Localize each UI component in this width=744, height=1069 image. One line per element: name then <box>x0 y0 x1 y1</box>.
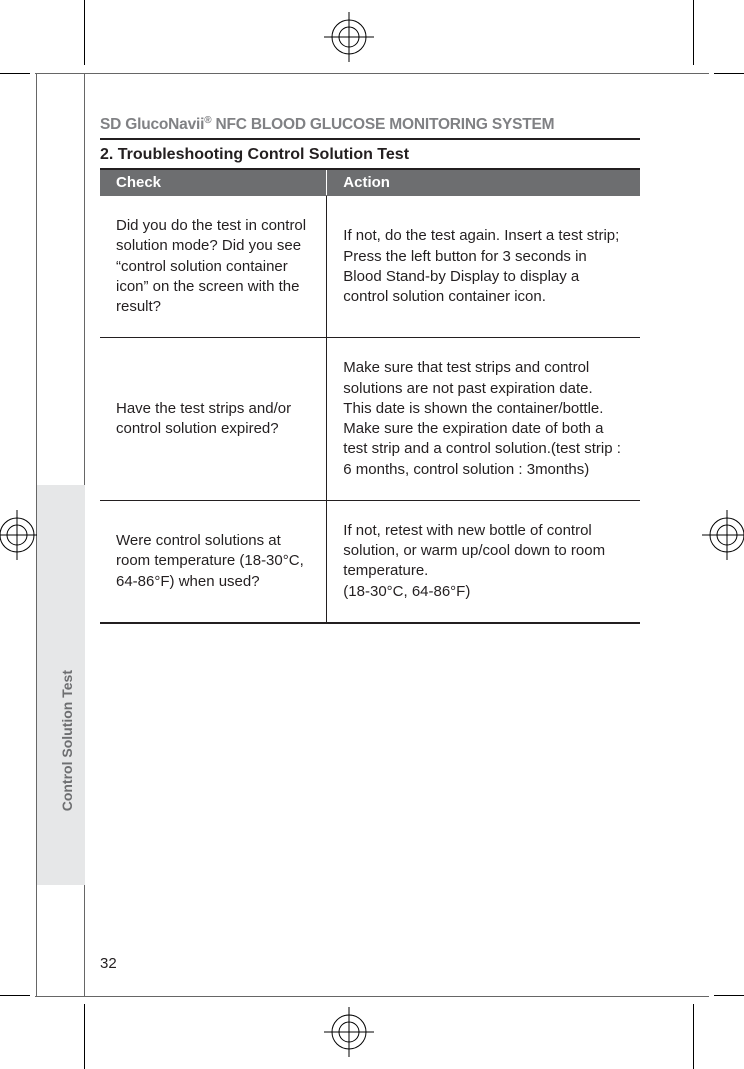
cell-check: Did you do the test in control solution … <box>100 196 327 338</box>
side-tab-label: Control Solution Test <box>59 670 75 870</box>
table-header-action: Action <box>327 169 640 196</box>
crop-mark <box>84 0 85 65</box>
table-row: Did you do the test in control solution … <box>100 196 640 338</box>
crop-mark <box>0 73 30 74</box>
table-header-check: Check <box>100 169 327 196</box>
crop-mark <box>84 1004 85 1069</box>
trim-line <box>35 996 709 997</box>
registration-mark-icon <box>702 510 744 560</box>
cell-action: If not, do the test again. Insert a test… <box>327 196 640 338</box>
section-heading: 2. Troubleshooting Control Solution Test <box>100 146 640 164</box>
crop-mark <box>693 1004 694 1069</box>
cell-check: Were control solutions at room temperatu… <box>100 500 327 623</box>
registration-mark-icon <box>0 510 42 560</box>
crop-mark <box>714 995 744 996</box>
page-number: 32 <box>100 955 117 972</box>
troubleshooting-table: Check Action Did you do the test in cont… <box>100 168 640 624</box>
table-row: Were control solutions at room temperatu… <box>100 500 640 623</box>
crop-mark <box>693 0 694 65</box>
cell-action: Make sure that test strips and control s… <box>327 338 640 501</box>
registration-mark-icon <box>324 1007 374 1057</box>
cell-action: If not, retest with new bottle of contro… <box>327 500 640 623</box>
header-rule <box>100 138 640 140</box>
crop-mark <box>0 995 30 996</box>
product-header: SD GlucoNavii® NFC BLOOD GLUCOSE MONITOR… <box>100 115 640 134</box>
crop-mark <box>714 73 744 74</box>
table-row: Have the test strips and/or control solu… <box>100 338 640 501</box>
page-content: SD GlucoNavii® NFC BLOOD GLUCOSE MONITOR… <box>100 115 640 624</box>
cell-check: Have the test strips and/or control solu… <box>100 338 327 501</box>
product-name-suffix: NFC BLOOD GLUCOSE MONITORING SYSTEM <box>211 116 554 133</box>
product-name-prefix: SD GlucoNavii <box>100 116 204 133</box>
trim-line <box>35 73 709 74</box>
registration-mark-icon <box>324 12 374 62</box>
